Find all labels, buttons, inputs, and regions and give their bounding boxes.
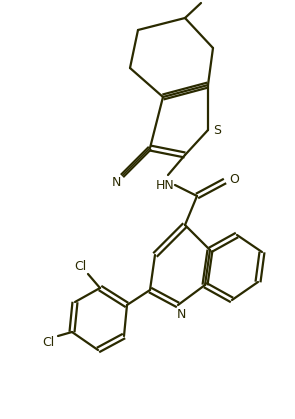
Text: Cl: Cl <box>42 336 54 349</box>
Text: Cl: Cl <box>74 259 86 272</box>
Text: HN: HN <box>156 179 174 192</box>
Text: O: O <box>229 173 239 186</box>
Text: N: N <box>111 176 121 189</box>
Text: N: N <box>176 308 186 321</box>
Text: S: S <box>213 124 221 137</box>
